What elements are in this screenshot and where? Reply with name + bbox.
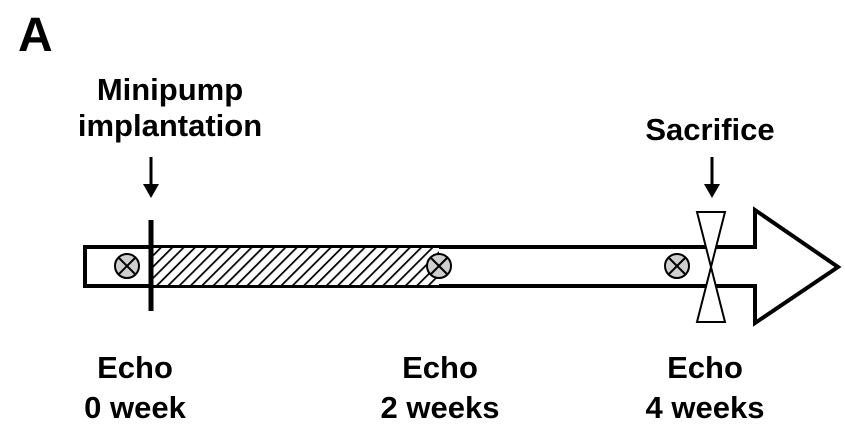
echo-label-2-line1: Echo bbox=[402, 350, 478, 385]
echo-label-2-line2: 2 weeks bbox=[380, 390, 500, 425]
minipump-label-line2: implantation bbox=[77, 108, 263, 143]
panel-label: A bbox=[18, 9, 53, 62]
timeline-arrow bbox=[83, 206, 842, 327]
sacrifice-label: Sacrifice bbox=[645, 112, 775, 147]
minipump-implantation-label: Minipump implantation bbox=[65, 72, 275, 144]
sacrifice-marker bbox=[695, 211, 727, 323]
infusion-period-hatch bbox=[151, 248, 439, 285]
echo-label-0-line2: 0 week bbox=[84, 390, 186, 425]
echo-label-4-line1: Echo bbox=[667, 350, 743, 385]
echo-label-2: Echo 2 weeks bbox=[340, 348, 540, 428]
echo-marker-2 bbox=[426, 253, 452, 279]
minipump-down-arrow bbox=[143, 157, 159, 198]
echo-marker-4 bbox=[664, 253, 690, 279]
echo-label-4: Echo 4 weeks bbox=[605, 348, 805, 428]
echo-marker-0 bbox=[114, 253, 140, 279]
echo-label-4-line2: 4 weeks bbox=[645, 390, 765, 425]
echo-label-0: Echo 0 week bbox=[60, 348, 210, 428]
sacrifice-down-arrow bbox=[704, 157, 720, 198]
minipump-label-line1: Minipump bbox=[96, 72, 244, 107]
echo-label-0-line1: Echo bbox=[97, 350, 173, 385]
